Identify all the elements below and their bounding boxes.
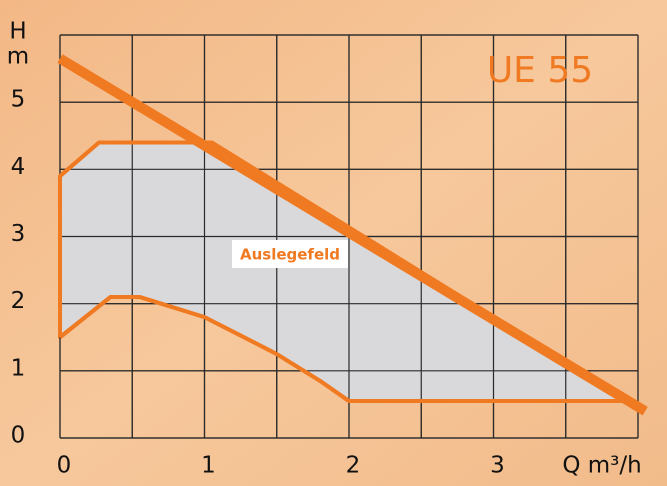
x-tick-label: 2: [346, 453, 361, 479]
y-tick-label: 5: [11, 87, 26, 113]
plot: Auslegefeld: [57, 34, 648, 439]
x-tick-label: 0: [57, 453, 72, 479]
chart-title: UE 55: [487, 50, 593, 91]
x-tick-label: 3: [490, 453, 505, 479]
area-outline: [58, 140, 632, 404]
y-tick-label: 0: [11, 423, 26, 449]
pump-curve: [57, 54, 648, 416]
y-axis-unit: m: [7, 44, 29, 70]
x-tick-label: 1: [201, 453, 216, 479]
y-tick-label: 2: [11, 288, 26, 314]
y-tick-label: 3: [11, 221, 26, 247]
y-axis-label: H: [9, 19, 26, 45]
area-label: Auslegefeld: [240, 246, 340, 264]
y-tick-label: 4: [11, 154, 26, 180]
area-label-box: [232, 240, 348, 268]
y-tick-label: 1: [11, 355, 26, 381]
x-axis-label: Q m³/h: [562, 453, 641, 479]
